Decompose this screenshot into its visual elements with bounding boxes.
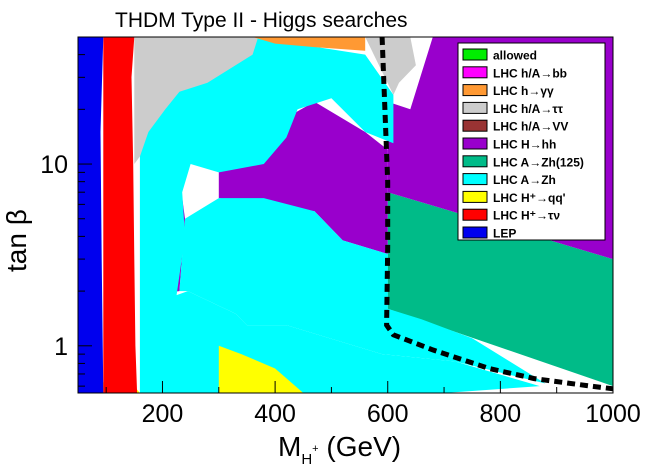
x-axis-label: MH+ (GeV)	[278, 431, 401, 468]
x-tick-label-800: 800	[480, 400, 522, 428]
legend-label-lhc-h: LHC H⁺→τν	[493, 209, 560, 223]
legend-swatch-lhc-h-hh	[462, 137, 488, 150]
legend-swatch-lhc-h	[462, 208, 488, 221]
legend-swatch-lhc-h-a-vv	[462, 119, 488, 132]
x-tick-label-600: 600	[367, 400, 409, 428]
legend: allowed LHC h/A→bb LHC h→γγ LHC h/A→ττ LHC h…	[457, 42, 606, 241]
region-lep-12	[78, 37, 104, 393]
plot-frame	[77, 36, 614, 394]
y-tick-label-1: 1	[54, 333, 68, 361]
x-tick-label-1000: 1000	[585, 400, 641, 428]
region-lhc-h-11	[103, 37, 138, 393]
legend-swatch-lhc-a-zh-125	[462, 155, 488, 168]
boundary-layer	[379, 37, 613, 392]
legend-label-lhc-h: LHC h→γγ	[493, 84, 554, 98]
legend-label-lhc-a-zh-125: LHC A→Zh(125)	[493, 155, 584, 169]
x-tick-label-200: 200	[142, 400, 184, 428]
chart-title: THDM Type II - Higgs searches	[115, 9, 408, 32]
legend-label-lhc-h-a-vv: LHC h/A→VV	[493, 120, 568, 134]
legend-swatch-allowed	[462, 48, 488, 61]
legend-swatch-lhc-a-zh	[462, 173, 488, 186]
region-lhc-h-a-7	[365, 37, 416, 95]
legend-swatch-lhc-h-a-bb	[462, 66, 488, 79]
x-tick-label-400: 400	[254, 400, 296, 428]
region-lhc-a-zh-5	[179, 198, 546, 384]
region-lhc-a-zh-4	[139, 37, 540, 393]
region-lhc-h-qq-9	[218, 345, 304, 393]
y-axis-label: tan β	[1, 209, 32, 272]
legend-label-lhc-h-a: LHC h/A→ττ	[493, 102, 564, 116]
legend-label-lhc-h-qq: LHC H⁺→qq'	[493, 191, 566, 205]
legend-label-allowed: allowed	[493, 49, 537, 63]
legend-swatch-lep	[462, 226, 488, 239]
ticks-layer: 200 400 600 800 1000 1 10	[40, 36, 641, 428]
legend-label-lhc-h-hh: LHC H→hh	[493, 138, 556, 152]
legend-swatch-lhc-h-qq	[462, 190, 488, 203]
region-lhc-h-a-6	[134, 37, 259, 164]
legend-label-lhc-h-a-bb: LHC h/A→bb	[493, 66, 567, 80]
region-lhc-h-8	[252, 37, 366, 51]
y-tick-label-10: 10	[40, 151, 68, 179]
legend-swatch-lhc-h-a	[462, 101, 488, 114]
legend-label-lep: LEP	[493, 227, 516, 241]
legend-swatch-lhc-h	[462, 84, 488, 97]
region-lhc-a-zh-125-0	[387, 192, 613, 387]
dashed-boundary-line	[379, 37, 613, 392]
legend-label-lhc-a-zh: LHC A→Zh	[493, 173, 556, 187]
